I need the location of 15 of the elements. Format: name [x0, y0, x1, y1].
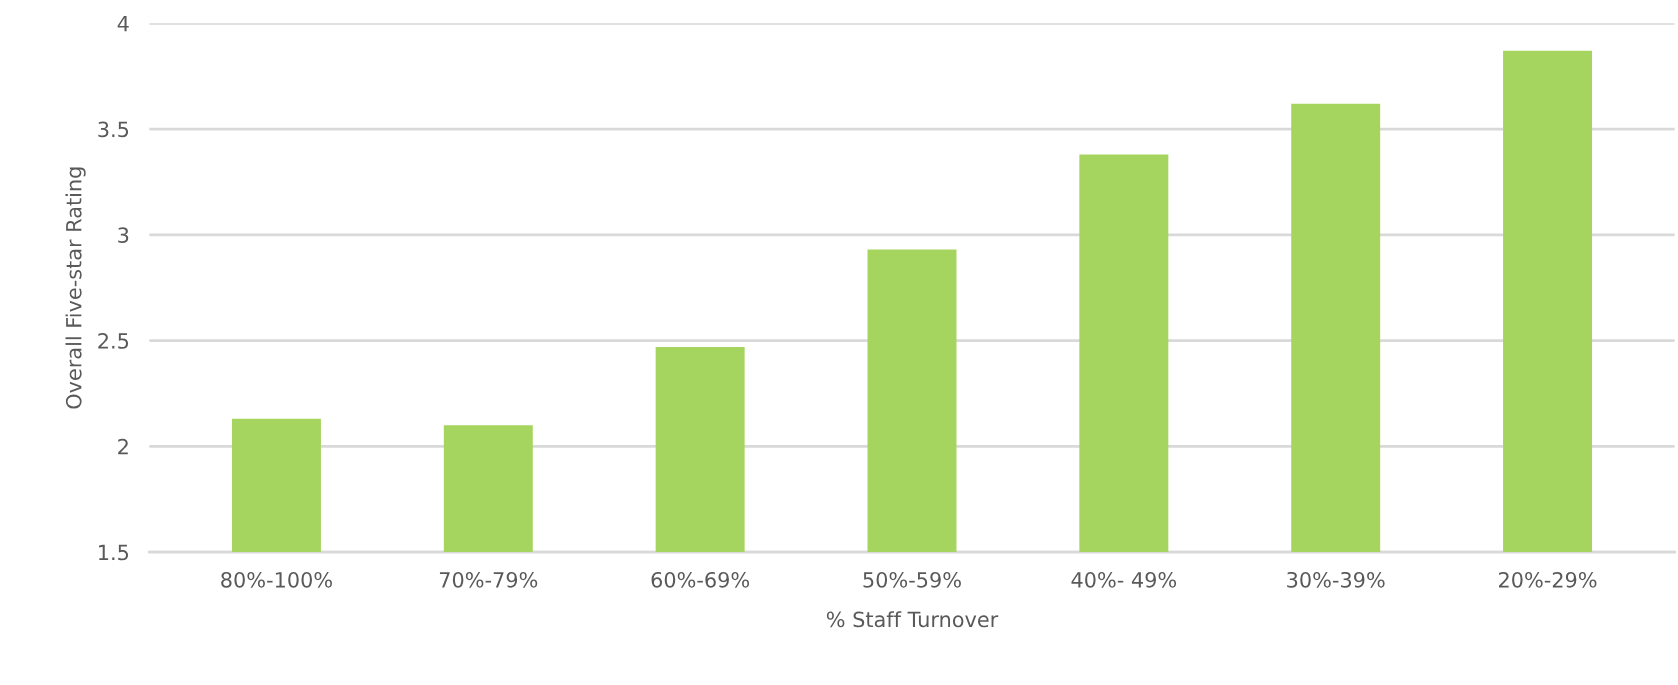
- x-tick-label: 40%- 49%: [1071, 571, 1177, 588]
- y-tick-label: 4: [117, 16, 129, 32]
- y-tick-label: 3: [118, 227, 129, 244]
- y-axis-title: Overall Five-star Rating: [65, 167, 86, 409]
- x-axis-title: % Staff Turnover: [826, 611, 999, 628]
- y-tick-label: 3.5: [98, 121, 129, 138]
- x-tick-label: 70%-79%: [439, 571, 538, 588]
- x-tick-label: 60%-69%: [651, 571, 750, 588]
- x-tick-label: 30%-39%: [1287, 571, 1385, 588]
- x-tick-label: 50%-59%: [863, 571, 961, 588]
- x-tick-label: 80%-100%: [221, 571, 332, 588]
- y-tick-label: 1.5: [99, 544, 129, 561]
- y-tick-label: 2.5: [98, 333, 129, 349]
- x-tick-label: 20%-29%: [1499, 571, 1597, 588]
- y-tick-label: 2: [118, 438, 128, 455]
